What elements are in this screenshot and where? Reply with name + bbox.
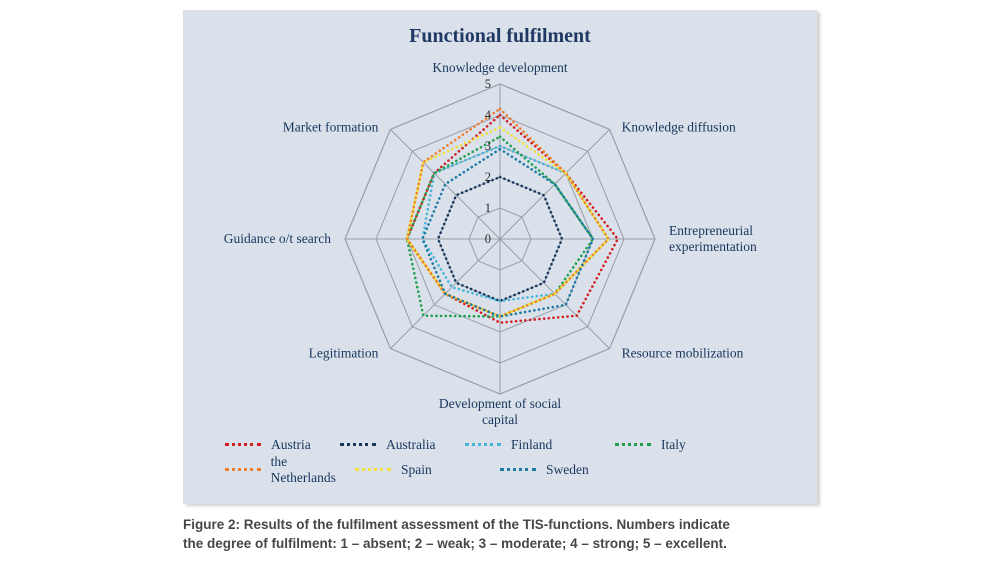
chart-panel: Functional fulfilment 0 1 2 3 4 5 Knowledge de… bbox=[183, 10, 817, 504]
legend-item-the-netherlands: the Netherlands bbox=[225, 454, 355, 486]
legend-swatch bbox=[225, 443, 261, 446]
legend-swatch bbox=[355, 468, 391, 471]
tick-label: 0 bbox=[485, 232, 491, 246]
legend-swatch bbox=[615, 443, 651, 446]
legend-swatch bbox=[340, 443, 376, 446]
series-finland bbox=[421, 144, 611, 303]
legend-swatch bbox=[500, 468, 536, 471]
axis-label: Resource mobilization bbox=[622, 346, 744, 361]
axis-label: Development of social bbox=[439, 396, 561, 411]
legend-item-spain: Spain bbox=[355, 462, 500, 478]
legend-swatch bbox=[225, 468, 261, 471]
axis-label: Legitimation bbox=[309, 346, 379, 361]
legend-swatch bbox=[465, 443, 501, 446]
tick-label: 4 bbox=[485, 108, 492, 122]
series-australia bbox=[436, 175, 564, 303]
legend: Austria Australia Finland Italy the Netherla… bbox=[183, 432, 817, 485]
axis-label: Market formation bbox=[283, 119, 379, 134]
series-italy bbox=[405, 135, 595, 318]
series-austria bbox=[405, 113, 620, 325]
axis-label: Knowledge diffusion bbox=[622, 119, 736, 134]
radar-chart: 0 1 2 3 4 5 Knowledge development Knowledge dif… bbox=[224, 60, 757, 427]
legend-label: Australia bbox=[386, 436, 436, 452]
legend-label: Italy bbox=[661, 436, 686, 452]
legend-item-australia: Australia bbox=[340, 437, 465, 453]
axis-label: capital bbox=[482, 412, 518, 427]
legend-item-finland: Finland bbox=[465, 437, 615, 453]
legend-label: Sweden bbox=[546, 461, 589, 477]
tick-label: 1 bbox=[485, 201, 491, 215]
legend-item-austria: Austria bbox=[225, 437, 340, 453]
legend-item-sweden: Sweden bbox=[500, 462, 630, 478]
legend-row: the Netherlands Spain Sweden bbox=[183, 454, 817, 485]
axis-label: Guidance o/t search bbox=[224, 231, 331, 246]
legend-label: Austria bbox=[271, 436, 311, 452]
legend-label: the Netherlands bbox=[270, 453, 336, 485]
series-sweden bbox=[421, 147, 595, 318]
axis-label: experimentation bbox=[669, 239, 757, 254]
tick-label: 3 bbox=[485, 139, 491, 153]
series-the-netherlands bbox=[405, 107, 611, 318]
legend-row: Austria Australia Finland Italy bbox=[183, 432, 817, 457]
legend-label: Finland bbox=[511, 436, 553, 452]
tick-label: 5 bbox=[485, 77, 491, 91]
axis-label: Entrepreneurial bbox=[669, 223, 753, 238]
legend-item-italy: Italy bbox=[615, 437, 745, 453]
figure-caption: Figure 2: Results of the fulfilment asse… bbox=[183, 516, 831, 554]
caption-line-2: the degree of fulfilment: 1 – absent; 2 … bbox=[183, 535, 727, 551]
series-spain bbox=[405, 125, 611, 318]
caption-line-1: Figure 2: Results of the fulfilment asse… bbox=[183, 517, 730, 532]
tick-label: 2 bbox=[485, 170, 491, 184]
axis-label: Knowledge development bbox=[432, 60, 568, 75]
chart-title: Functional fulfilment bbox=[409, 25, 591, 47]
legend-label: Spain bbox=[401, 461, 432, 477]
